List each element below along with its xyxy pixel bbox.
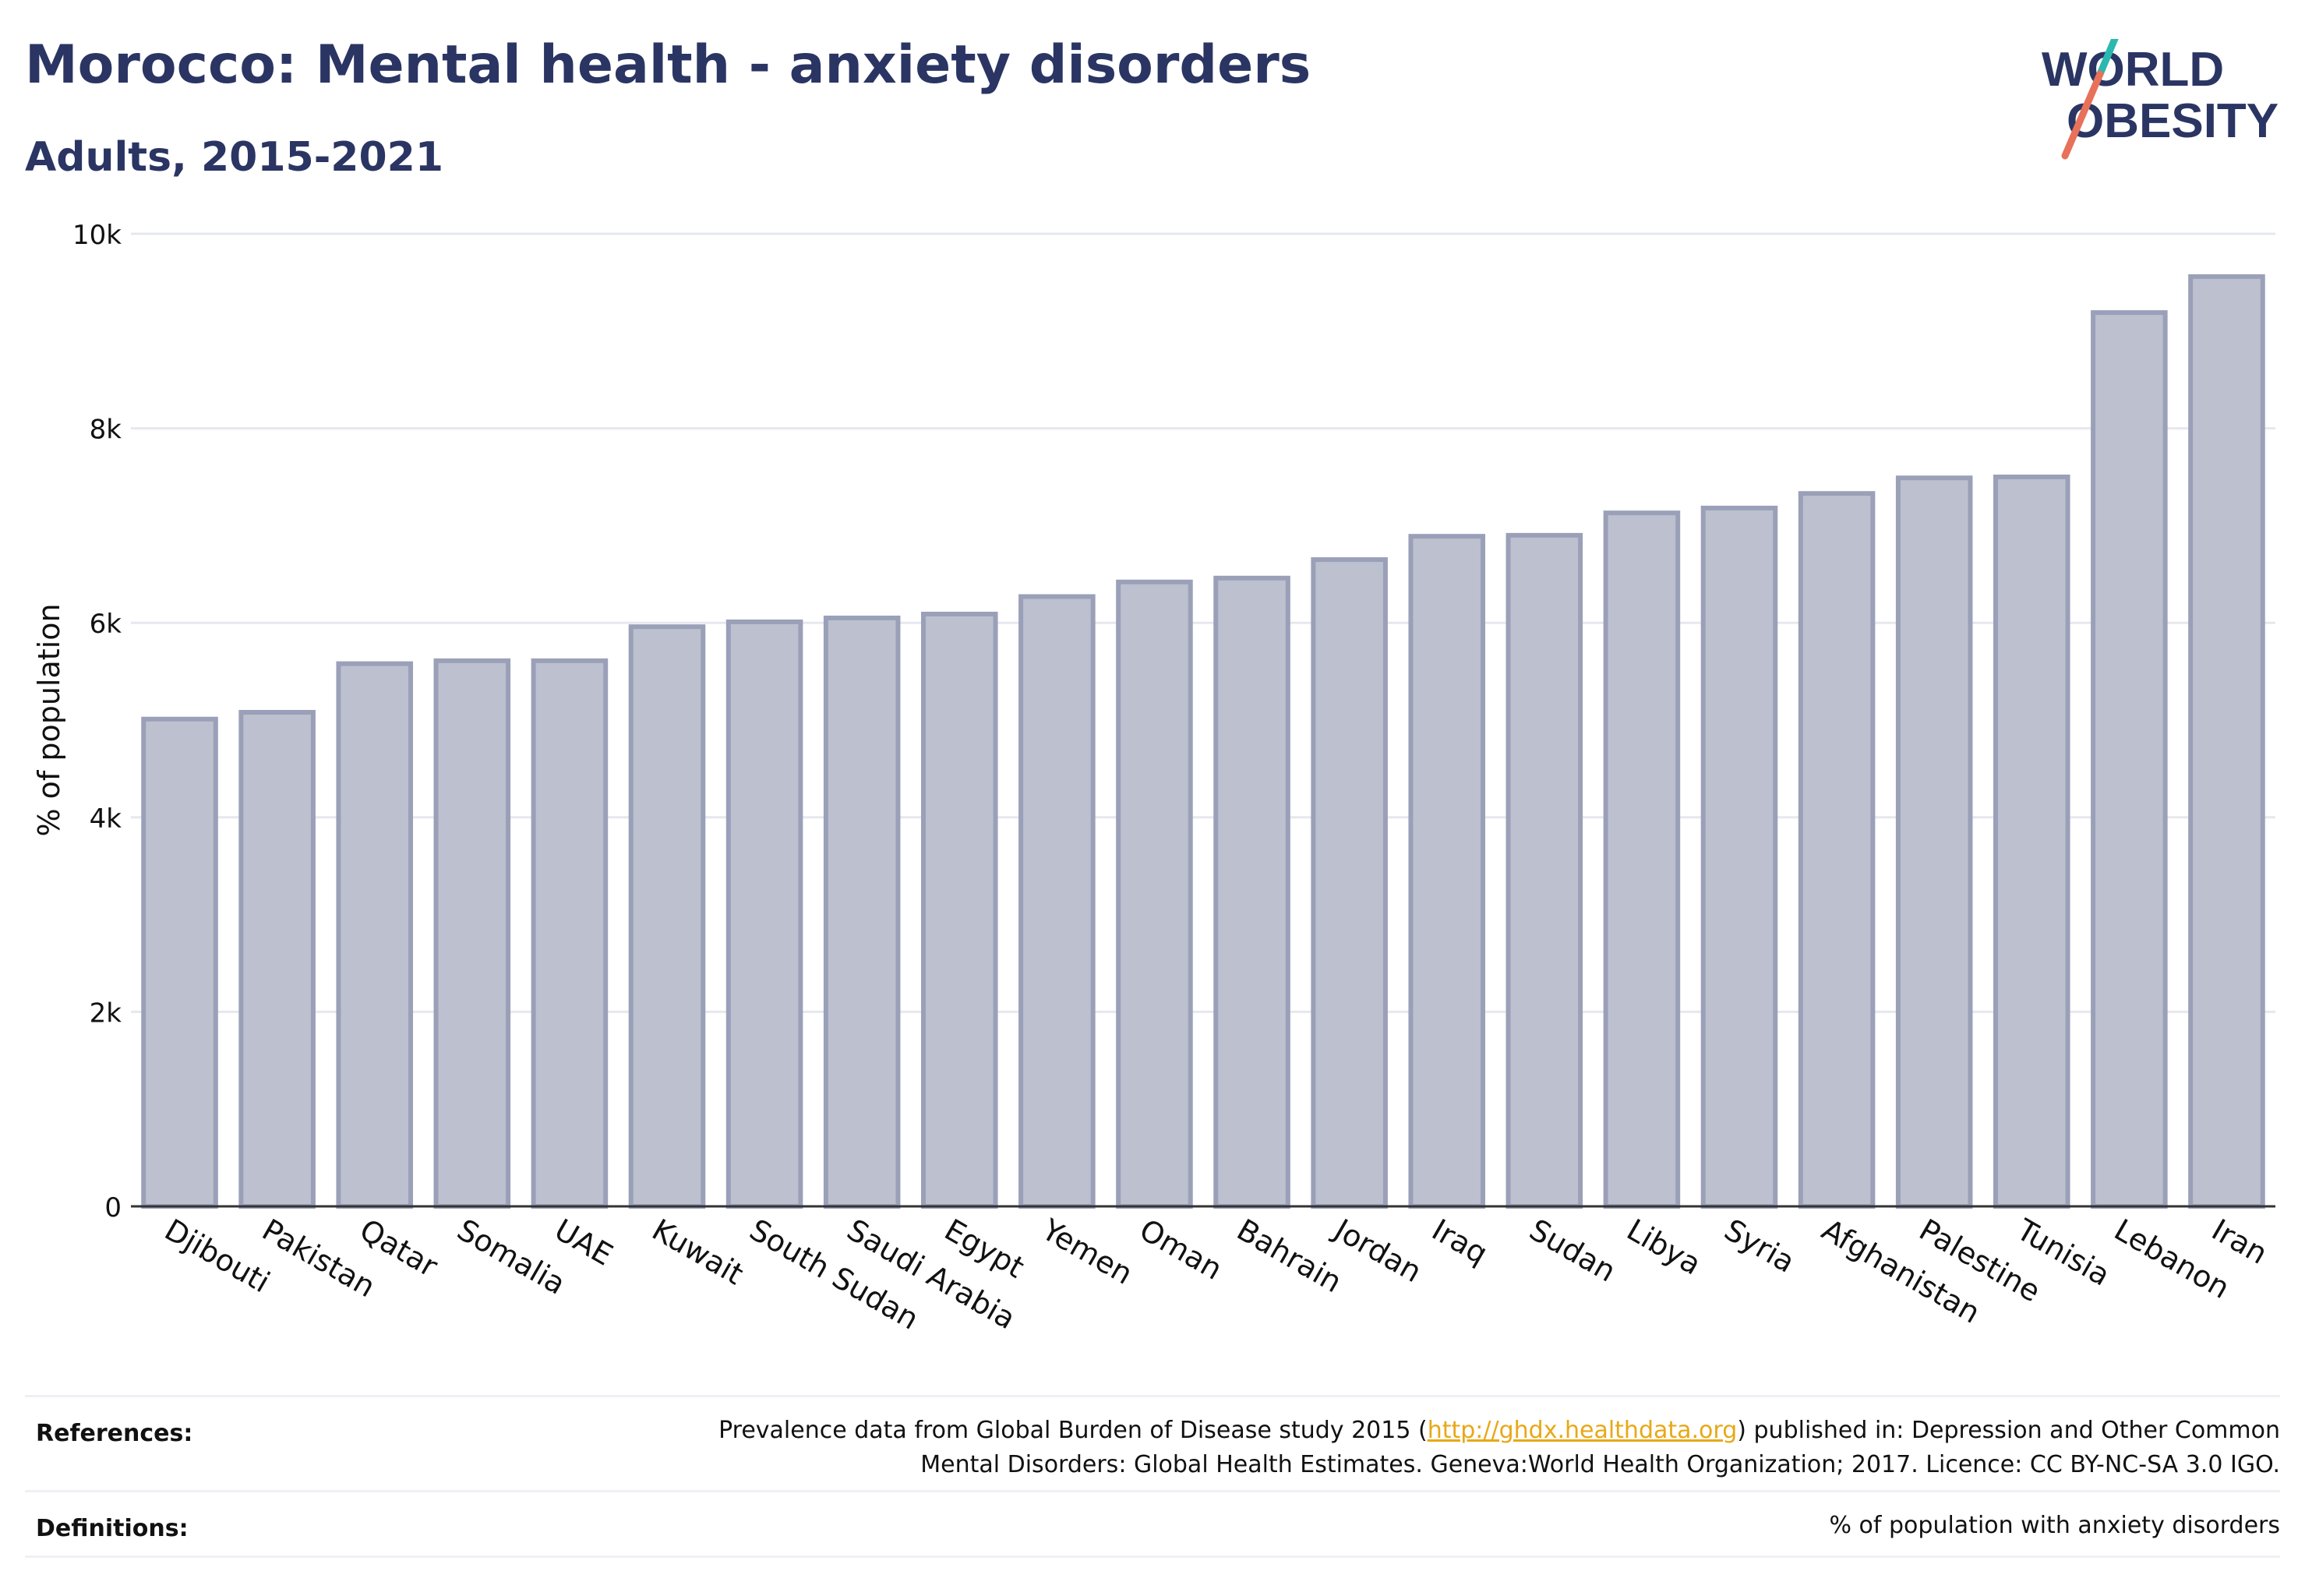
bar[interactable] (2188, 274, 2265, 1209)
chart-title: Morocco: Mental health - anxiety disorde… (25, 34, 1311, 96)
footer-divider (25, 1395, 2280, 1397)
definitions-text: % of population with anxiety disorders (1829, 1512, 2280, 1539)
y-tick-label: 8k (90, 415, 122, 446)
y-tick-label: 4k (90, 803, 122, 835)
bar[interactable] (1895, 475, 1973, 1209)
x-tick-label: Sudan (1523, 1213, 1622, 1289)
references-text-line2: Mental Disorders: Global Health Estimate… (920, 1451, 2280, 1478)
references-text-part2: ) published in: Depression and Other Com… (1737, 1417, 2280, 1444)
y-tick-labels: 0 2k 4k 6k 8k 10k (72, 220, 122, 1223)
y-tick-label: 2k (90, 998, 122, 1029)
y-tick-label: 0 (104, 1192, 122, 1223)
y-tick-label: 10k (72, 220, 122, 251)
footer-divider (25, 1490, 2280, 1492)
bar[interactable] (1116, 579, 1193, 1209)
x-tick-label: Iraq (1426, 1213, 1493, 1271)
x-tick-label: Bahrain (1231, 1213, 1347, 1300)
bar[interactable] (433, 658, 511, 1209)
bar[interactable] (1311, 557, 1388, 1209)
references-text: Prevalence data from Global Burden of Di… (718, 1414, 2280, 1482)
x-tick-label: Somalia (451, 1213, 571, 1301)
bar[interactable] (1213, 575, 1290, 1209)
bar[interactable] (823, 615, 901, 1209)
logo-slash-top (2096, 39, 2119, 78)
bar[interactable] (1700, 505, 1778, 1209)
logo-slash-bottom (2061, 70, 2104, 160)
x-tick-label: Libya (1621, 1213, 1707, 1282)
references-text-part1: Prevalence data from Global Burden of Di… (718, 1417, 1428, 1444)
bar[interactable] (531, 658, 609, 1209)
bar[interactable] (2091, 310, 2168, 1209)
bar[interactable] (336, 661, 414, 1209)
x-tick-label: Iran (2206, 1213, 2273, 1271)
bar[interactable] (1018, 594, 1096, 1209)
bar[interactable] (1505, 532, 1583, 1209)
bar[interactable] (1603, 510, 1681, 1209)
bar[interactable] (1798, 491, 1876, 1209)
y-axis-label: % of population (32, 603, 66, 836)
logo-line-2: OBESITY (2067, 94, 2279, 148)
definitions-label: Definitions: (36, 1515, 189, 1542)
bar[interactable] (141, 716, 218, 1209)
x-tick-label: UAE (549, 1213, 618, 1273)
bar[interactable] (725, 619, 803, 1209)
x-tick-label: Syria (1719, 1213, 1801, 1280)
y-tick-label: 6k (90, 609, 122, 640)
x-tick-label: Yemen (1036, 1212, 1138, 1291)
bars (141, 274, 2265, 1209)
bar[interactable] (628, 624, 706, 1209)
logo-line-1: WORLD (2042, 43, 2224, 97)
x-tick-label: Kuwait (647, 1213, 750, 1292)
footer-divider (25, 1555, 2280, 1558)
bar[interactable] (1993, 475, 2070, 1209)
bar[interactable] (1408, 534, 1486, 1209)
bar[interactable] (920, 611, 998, 1209)
references-link[interactable]: http://ghdx.healthdata.org (1427, 1417, 1738, 1444)
references-label: References: (36, 1420, 193, 1447)
x-tick-label: Djibouti (159, 1213, 276, 1300)
bar[interactable] (238, 710, 316, 1209)
world-obesity-logo: WORLD OBESITY (2042, 39, 2279, 160)
x-tick-label: Oman (1134, 1213, 1228, 1287)
chart-subtitle: Adults, 2015-2021 (25, 134, 444, 181)
